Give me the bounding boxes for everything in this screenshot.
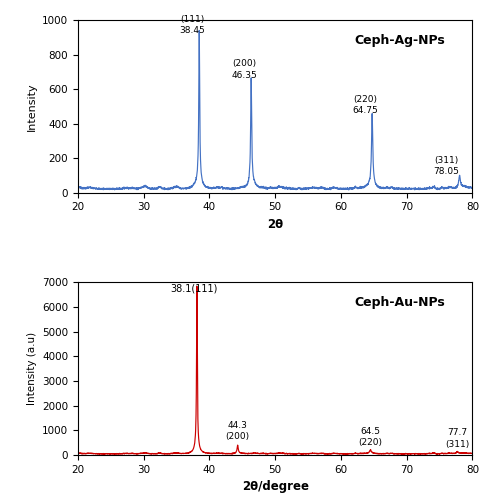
Text: (311)
78.05: (311) 78.05 — [433, 156, 459, 176]
Text: 77.7
(311): 77.7 (311) — [445, 428, 469, 448]
Text: 38.1(111): 38.1(111) — [170, 284, 217, 294]
Text: Ceph-Ag-NPs: Ceph-Ag-NPs — [354, 34, 445, 47]
Text: (200)
46.35: (200) 46.35 — [232, 60, 258, 80]
Text: Ceph-Au-NPs: Ceph-Au-NPs — [354, 296, 445, 309]
Text: (111)
38.45: (111) 38.45 — [180, 14, 206, 34]
Y-axis label: Intensity (a.u): Intensity (a.u) — [26, 332, 37, 406]
X-axis label: 2θ/degree: 2θ/degree — [242, 480, 309, 494]
Text: (220)
64.75: (220) 64.75 — [353, 95, 378, 115]
X-axis label: 2θ: 2θ — [267, 218, 283, 231]
Text: 44.3
(200): 44.3 (200) — [225, 421, 250, 441]
Text: 64.5
(220): 64.5 (220) — [358, 428, 382, 448]
Y-axis label: Intensity: Intensity — [26, 82, 37, 130]
